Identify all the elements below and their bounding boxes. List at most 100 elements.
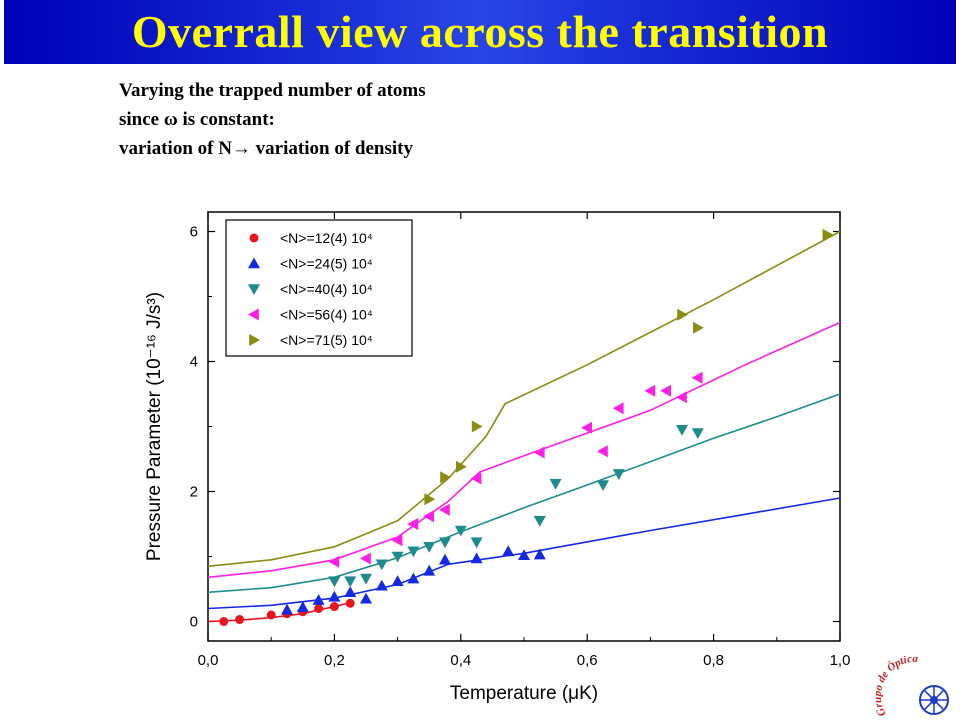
fit-line (207, 321, 841, 579)
legend-label: <N>=56(4) 10⁴ (280, 307, 373, 323)
data-point (345, 598, 355, 608)
data-point (471, 420, 483, 433)
data-point (375, 559, 388, 571)
legend-marker (248, 257, 260, 269)
data-point (360, 552, 371, 565)
legend-marker (248, 308, 259, 321)
data-point (407, 546, 420, 558)
title-bar: Overrall view across the transition (4, 0, 956, 64)
legend-label: <N>=71(5) 10⁴ (280, 332, 373, 348)
data-point (439, 553, 451, 565)
data-point (423, 510, 434, 523)
data-point (470, 472, 482, 485)
y-tick-label: 4 (190, 354, 198, 371)
svg-text:Grupo de Óptica: Grupo de Óptica (872, 656, 918, 718)
note-line-2: since ω is constant: (119, 109, 275, 130)
data-point (314, 604, 324, 613)
data-point (329, 602, 339, 612)
legend-marker (249, 233, 259, 243)
y-tick-label: 2 (190, 484, 198, 501)
data-point (691, 428, 704, 439)
data-point (424, 493, 436, 506)
data-point (644, 384, 656, 397)
data-point (693, 321, 704, 334)
series-5 (207, 228, 841, 568)
data-point (612, 469, 625, 480)
data-point (423, 541, 436, 553)
data-point (375, 579, 388, 591)
data-point (676, 391, 687, 404)
data-point (439, 537, 451, 549)
data-point (440, 471, 451, 484)
data-point (502, 545, 515, 557)
series-1 (207, 598, 355, 626)
data-point (281, 603, 293, 615)
data-point (296, 601, 309, 612)
series-2 (207, 497, 841, 615)
data-point (391, 551, 404, 563)
data-point (581, 421, 592, 434)
legend: <N>=12(4) 10⁴ <N>=24(5) 10⁴ <N>=40(4) 10⁴ <… (225, 219, 413, 357)
logo-text: Grupo de Óptica (872, 656, 918, 718)
data-point (533, 515, 546, 527)
slide-title: Overrall view across the transition (131, 6, 829, 57)
x-axis-label: Temperature (μK) (450, 683, 598, 704)
legend-label: <N>=40(4) 10⁴ (280, 281, 373, 297)
data-point (691, 371, 703, 384)
data-point (660, 384, 671, 397)
data-point (597, 480, 609, 491)
data-point (312, 594, 325, 605)
data-point (454, 525, 467, 537)
notes: Varying the trapped number of atoms sinc… (119, 76, 426, 163)
x-tick-label: 0,2 (324, 652, 345, 669)
data-point (235, 615, 245, 625)
legend-marker (248, 284, 260, 295)
data-point (677, 308, 688, 321)
data-point (439, 503, 450, 516)
note-line-3: variation of N→ variation of density (119, 138, 413, 159)
x-tick-label: 0,0 (198, 652, 219, 669)
data-point (518, 549, 530, 560)
series-4 (207, 321, 841, 579)
data-point (676, 424, 688, 436)
x-tick-label: 0,8 (703, 652, 724, 669)
x-tick-label: 0,6 (577, 652, 598, 669)
data-point (344, 576, 357, 588)
series-3 (207, 393, 841, 594)
fit-line (207, 601, 351, 623)
data-point (533, 548, 546, 560)
data-point (360, 592, 372, 604)
data-point (407, 572, 420, 584)
data-point (612, 402, 624, 415)
data-point (328, 555, 340, 568)
data-point (266, 610, 276, 620)
legend-label: <N>=24(5) 10⁴ (280, 256, 373, 272)
data-point (533, 446, 545, 459)
data-point (822, 228, 834, 241)
data-point (344, 586, 357, 598)
data-point (219, 617, 229, 626)
data-point (470, 552, 483, 564)
data-point (423, 564, 436, 576)
data-point (597, 445, 608, 458)
data-point (391, 534, 403, 547)
data-point (407, 518, 419, 530)
y-tick-label: 0 (190, 614, 198, 631)
note-line-1: Varying the trapped number of atoms (119, 80, 426, 101)
data-point (391, 575, 404, 586)
legend-label: <N>=12(4) 10⁴ (280, 230, 373, 246)
fit-line (207, 393, 841, 594)
legend-marker (249, 334, 260, 346)
x-tick-label: 0,4 (450, 652, 471, 669)
x-tick-label: 1,0 (830, 652, 851, 669)
data-point (456, 460, 467, 473)
fit-line (207, 230, 841, 568)
data-point (328, 590, 341, 602)
data-point (360, 573, 372, 585)
data-point (470, 537, 483, 549)
grupo-de-optica-logo: Grupo de Óptica (872, 656, 949, 718)
data-point (549, 478, 562, 490)
y-tick-label: 6 (190, 224, 198, 241)
data-point (328, 576, 341, 588)
